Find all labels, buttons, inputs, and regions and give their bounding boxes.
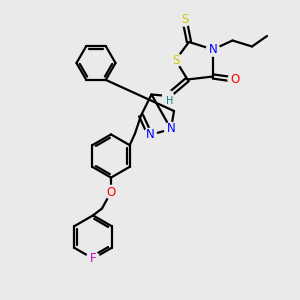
Circle shape: [206, 43, 220, 56]
Text: H: H: [166, 96, 173, 106]
Text: S: S: [172, 53, 179, 67]
Text: N: N: [208, 43, 217, 56]
Text: O: O: [230, 73, 239, 86]
Text: N: N: [167, 122, 176, 136]
Text: F: F: [90, 252, 96, 265]
Text: O: O: [106, 185, 116, 199]
Circle shape: [163, 91, 173, 101]
Circle shape: [143, 128, 157, 142]
Circle shape: [169, 53, 182, 67]
Text: N: N: [146, 128, 154, 142]
Text: S: S: [181, 13, 188, 26]
Circle shape: [164, 122, 178, 136]
Circle shape: [228, 73, 241, 86]
Circle shape: [86, 252, 100, 265]
Circle shape: [178, 13, 191, 26]
Circle shape: [104, 185, 118, 199]
